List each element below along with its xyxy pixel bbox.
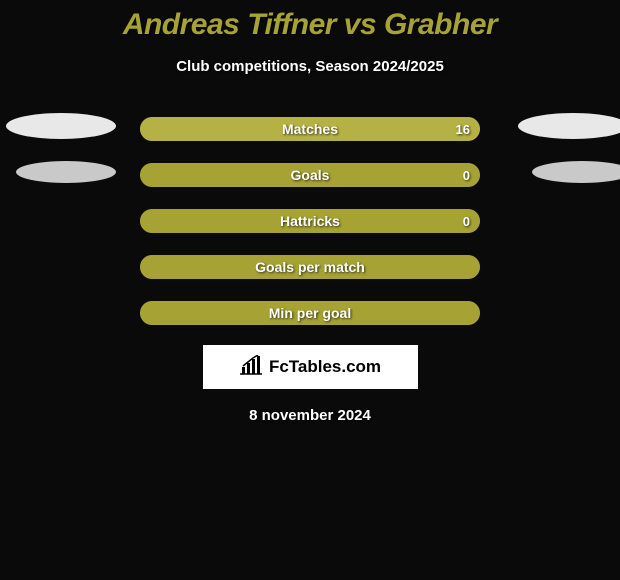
logo-text: FcTables.com [269, 357, 381, 377]
date-label: 8 november 2024 [249, 407, 371, 424]
stat-bar-label: Matches [282, 121, 338, 137]
stat-row: Goals per match [0, 255, 620, 279]
stat-bar-value: 16 [456, 122, 470, 137]
stat-bar-label: Hattricks [280, 213, 340, 229]
page-title: Andreas Tiffner vs Grabher [123, 8, 497, 42]
stat-bar-value: 0 [463, 214, 470, 229]
page-subtitle: Club competitions, Season 2024/2025 [176, 58, 444, 75]
stat-bar-label: Goals [291, 167, 330, 183]
infographic-root: Andreas Tiffner vs Grabher Club competit… [0, 0, 620, 424]
chart-icon [239, 355, 263, 380]
fctables-logo: FcTables.com [203, 345, 418, 389]
stat-bar: Hattricks 0 [140, 209, 480, 233]
stat-row: Hattricks 0 [0, 209, 620, 233]
stat-bar: Goals per match [140, 255, 480, 279]
stat-bar-label: Goals per match [255, 259, 365, 275]
stat-bar: Goals 0 [140, 163, 480, 187]
stat-bar: Min per goal [140, 301, 480, 325]
stat-row: Matches 16 [0, 117, 620, 141]
stat-row: Min per goal [0, 301, 620, 325]
stat-bar: Matches 16 [140, 117, 480, 141]
stat-bar-value: 0 [463, 168, 470, 183]
stat-bars-wrap: Matches 16 Goals 0 Hattricks 0 Goals per match… [0, 117, 620, 325]
stat-bar-label: Min per goal [269, 305, 351, 321]
stat-row: Goals 0 [0, 163, 620, 187]
